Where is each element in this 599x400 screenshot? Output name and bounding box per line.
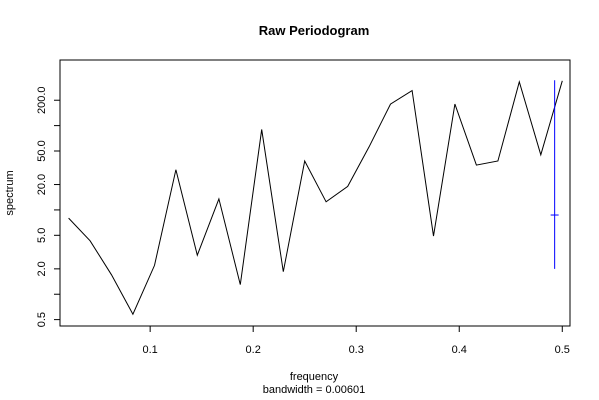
x-tick-label: 0.3 — [349, 344, 364, 356]
x-tick-label: 0.5 — [555, 344, 570, 356]
y-tick-label: 200.0 — [36, 86, 48, 114]
y-tick-label: 50.0 — [36, 140, 48, 161]
y-tick-label: 2.0 — [36, 261, 48, 276]
confidence-interval-bar — [551, 80, 559, 269]
x-tick-label: 0.2 — [246, 344, 261, 356]
bandwidth-label: bandwidth = 0.00601 — [263, 384, 365, 396]
x-axis-label: frequency — [290, 371, 339, 383]
x-tick-label: 0.4 — [452, 344, 467, 356]
y-axis: 0.5 2.0 5.0 20.0 50.0 200.0 — [36, 86, 60, 327]
y-axis-label: spectrum — [4, 170, 16, 215]
plot-frame — [60, 60, 570, 326]
x-axis: 0.1 0.2 0.3 0.4 0.5 — [143, 326, 570, 356]
y-tick-label: 20.0 — [36, 174, 48, 195]
spectrum-line — [69, 81, 563, 314]
y-tick-label: 0.5 — [36, 312, 48, 327]
y-tick-label: 5.0 — [36, 228, 48, 243]
x-tick-label: 0.1 — [143, 344, 158, 356]
chart-title: Raw Periodogram — [259, 23, 370, 38]
